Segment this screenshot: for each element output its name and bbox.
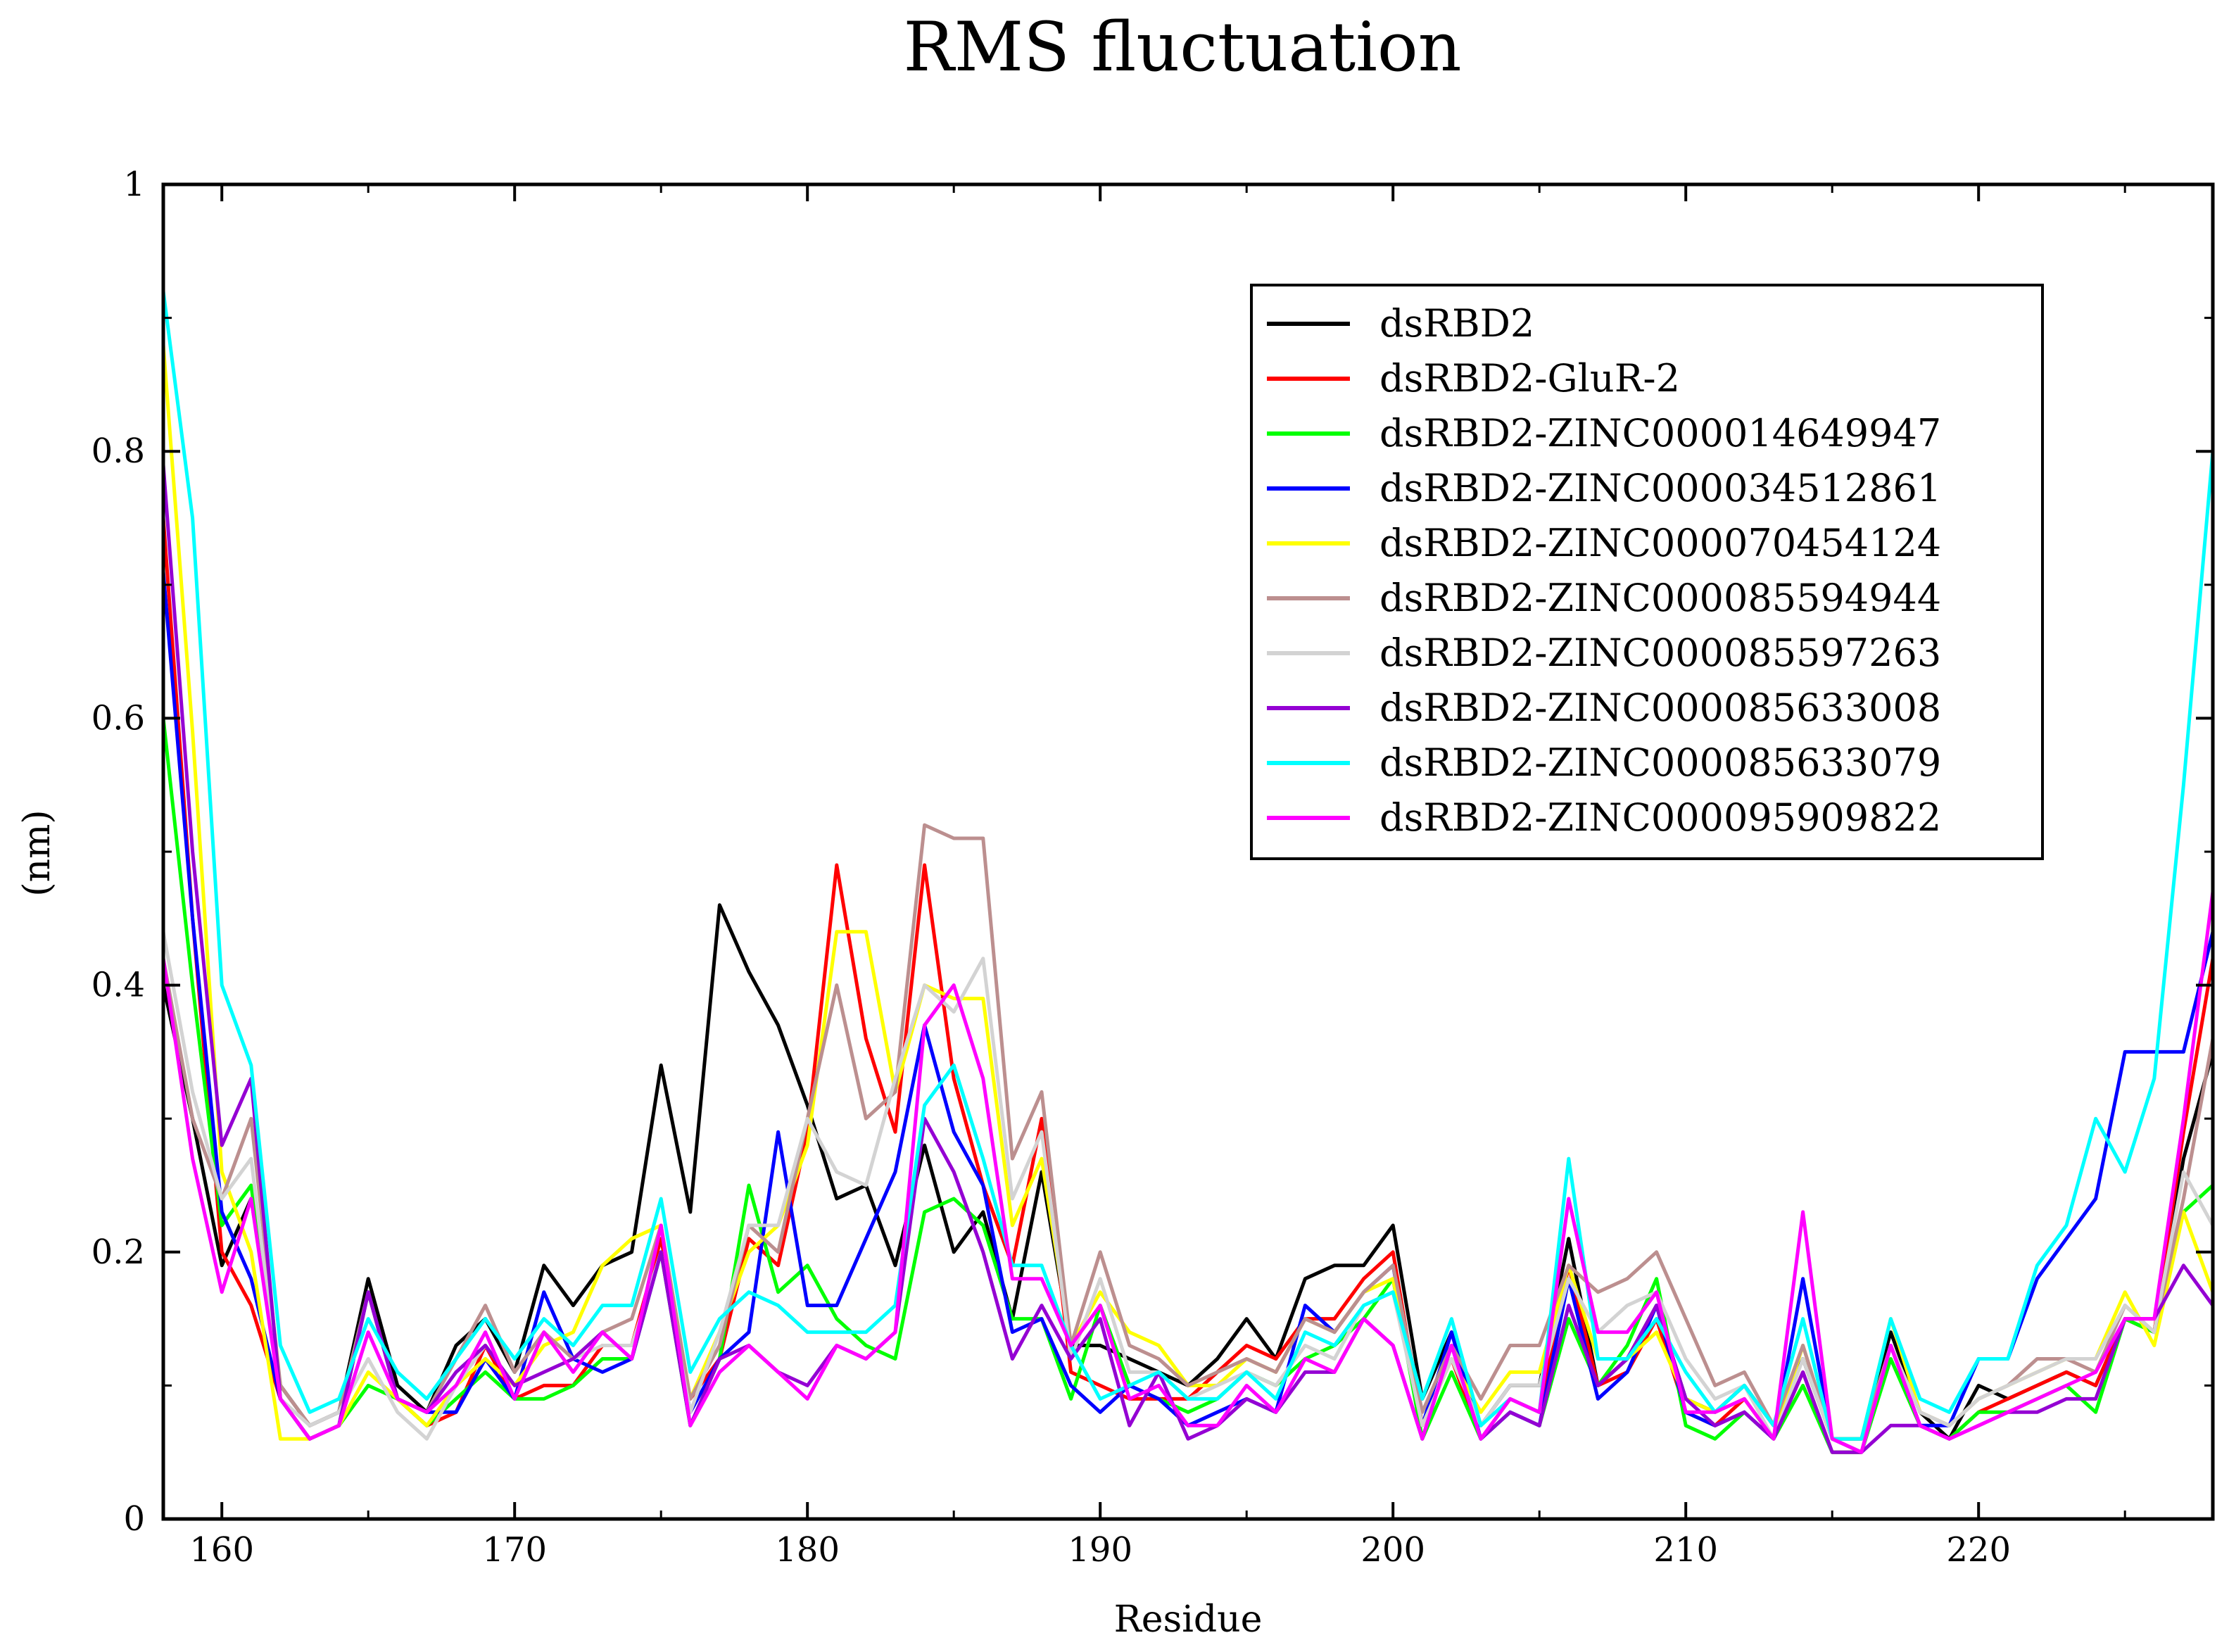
y-tick-label: 0 xyxy=(123,1499,145,1539)
y-tick-label: 0.2 xyxy=(91,1232,145,1272)
x-tick-label: 170 xyxy=(482,1530,547,1570)
x-axis-label: Residue xyxy=(1114,1599,1263,1641)
legend-label-1: dsRBD2-GluR-2 xyxy=(1379,356,1680,401)
series-line-9 xyxy=(161,891,2215,1454)
legend-label-8: dsRBD2-ZINC000085633079 xyxy=(1379,740,1941,785)
legend-label-3: dsRBD2-ZINC000034512861 xyxy=(1379,466,1941,510)
series-line-8 xyxy=(161,291,2215,1441)
legend-label-7: dsRBD2-ZINC000085633008 xyxy=(1379,686,1941,730)
y-tick-label: 0.4 xyxy=(91,966,145,1005)
x-axis-ticks: 160 170 180 190 200 210 220 xyxy=(189,184,2126,1570)
y-tick-label: 0.6 xyxy=(91,698,145,738)
legend-label-9: dsRBD2-ZINC000095909822 xyxy=(1379,795,1941,840)
legend-label-5: dsRBD2-ZINC000085594944 xyxy=(1379,576,1941,620)
x-tick-label: 200 xyxy=(1360,1530,1425,1570)
chart-title: RMS fluctuation xyxy=(903,8,1461,87)
y-tick-label: 0.8 xyxy=(91,431,145,471)
legend-label-4: dsRBD2-ZINC000070454124 xyxy=(1379,521,1941,565)
x-tick-label: 180 xyxy=(775,1530,840,1570)
legend-label-2: dsRBD2-ZINC000014649947 xyxy=(1379,411,1941,455)
legend-label-0: dsRBD2 xyxy=(1379,301,1534,346)
x-tick-label: 220 xyxy=(1946,1530,2011,1570)
y-tick-label: 1 xyxy=(123,165,145,204)
series-lines xyxy=(161,291,2215,1454)
x-tick-label: 190 xyxy=(1068,1530,1132,1570)
series-line-7 xyxy=(161,465,2215,1454)
legend-label-6: dsRBD2-ZINC000085597263 xyxy=(1379,631,1941,675)
series-line-5 xyxy=(161,823,2215,1441)
legend: dsRBD2 dsRBD2-GluR-2 dsRBD2-ZINC0000146499… xyxy=(1250,284,2044,860)
y-axis-ticks: 0 0.2 0.4 0.6 0.8 1 xyxy=(91,165,2213,1539)
legend-box xyxy=(1250,284,2044,860)
x-tick-label: 210 xyxy=(1653,1530,1718,1570)
x-tick-label: 160 xyxy=(189,1530,254,1570)
y-axis-label: (nm) xyxy=(16,809,58,896)
